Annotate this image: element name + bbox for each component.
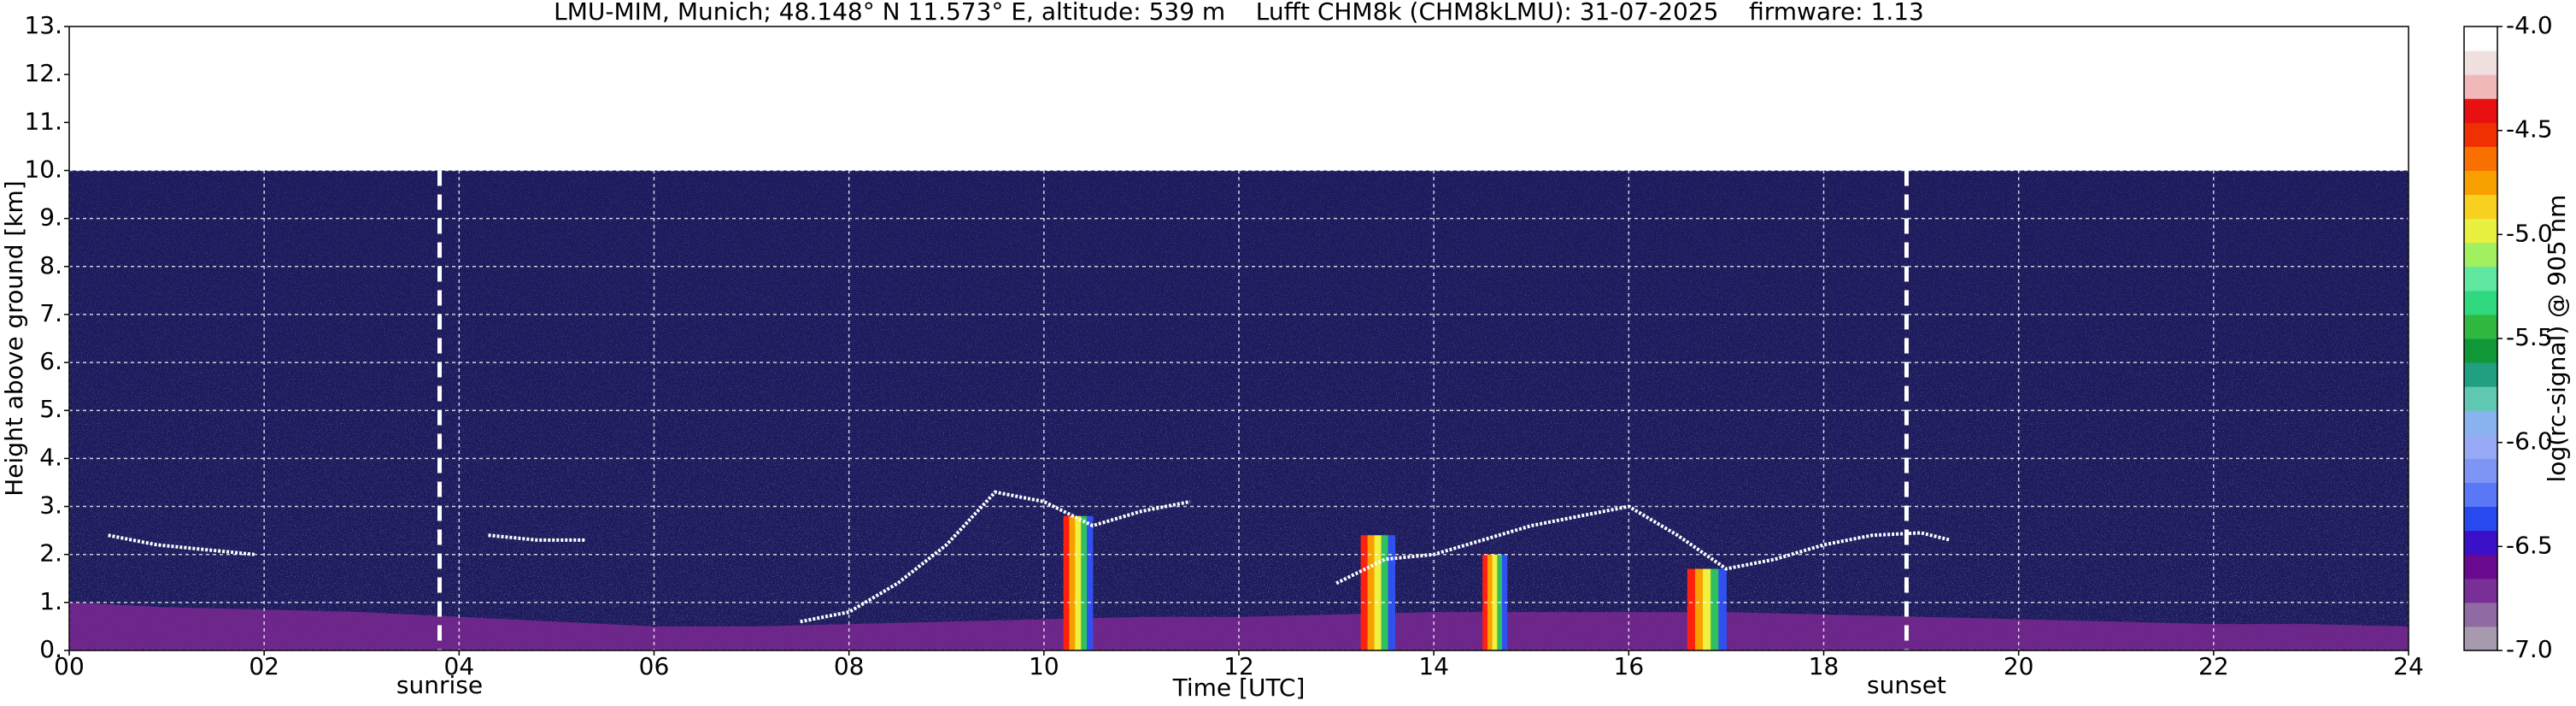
y-tick-label: 5.: [39, 395, 62, 423]
colorbar-band: [2464, 602, 2497, 627]
y-tick-label: 0.: [39, 635, 62, 663]
rain-band: [1381, 535, 1389, 650]
colorbar-band: [2464, 194, 2497, 220]
colorbar-band: [2464, 50, 2497, 75]
marker-label: sunrise: [396, 671, 483, 699]
rain-column: [1360, 535, 1396, 650]
y-tick-label: 7.: [39, 299, 62, 327]
plot-frame: [68, 26, 2409, 651]
y-tick-label: 11.: [24, 107, 62, 135]
rain-band: [1063, 515, 1070, 650]
colorbar-tick-label: -4.0: [2506, 11, 2553, 39]
x-tick-label: 00: [54, 652, 85, 680]
y-tick-label: 13.: [24, 11, 62, 39]
rain-band: [1075, 515, 1082, 650]
colorbar-band: [2464, 218, 2497, 244]
colorbar-label: log(rc-signal) @ 905 nm: [2543, 195, 2571, 483]
colorbar-band: [2464, 530, 2497, 556]
x-tick-label: 16: [1614, 652, 1645, 680]
colorbar-band: [2464, 170, 2497, 196]
x-tick-label: 12: [1223, 652, 1254, 680]
y-tick-label: 4.: [39, 443, 62, 471]
rain-band: [1367, 535, 1376, 650]
y-axis-label: Height above ground [km]: [0, 180, 28, 497]
y-tick-label: 1.: [39, 587, 62, 615]
rain-band: [1069, 515, 1076, 650]
colorbar-tick-label: -7.0: [2506, 635, 2553, 663]
rain-band: [1388, 535, 1396, 650]
colorbar-band: [2464, 386, 2497, 411]
colorbar-band: [2464, 410, 2497, 435]
x-tick-label: 24: [2393, 652, 2424, 680]
x-tick-label: 22: [2198, 652, 2229, 680]
x-tick-label: 10: [1029, 652, 1059, 680]
colorbar-band: [2464, 362, 2497, 387]
x-tick-label: 02: [249, 652, 279, 680]
x-tick-label: 06: [639, 652, 670, 680]
y-tick-label: 3.: [39, 491, 62, 520]
colorbar-band: [2464, 26, 2497, 51]
x-tick-label: 04: [444, 652, 475, 680]
y-tick-label: 6.: [39, 347, 62, 375]
colorbar-band: [2464, 458, 2497, 483]
rain-band: [1710, 568, 1719, 650]
colorbar-tick-label: -4.5: [2506, 115, 2553, 144]
colorbar-band: [2464, 98, 2497, 123]
colorbar-tick-label: -5.0: [2506, 219, 2553, 247]
rain-column: [1687, 568, 1727, 650]
x-tick-label: 18: [1809, 652, 1840, 680]
rain-band: [1703, 568, 1711, 650]
colorbar-band: [2464, 122, 2497, 147]
colorbar-band: [2464, 74, 2497, 99]
rain-band: [1492, 554, 1498, 650]
colorbar-tick-label: -6.0: [2506, 427, 2553, 456]
x-tick-label: 14: [1418, 652, 1449, 680]
rain-band: [1687, 568, 1696, 650]
y-tick-label: 10.: [24, 155, 62, 183]
colorbar-band: [2464, 626, 2497, 651]
colorbar-band: [2464, 434, 2497, 459]
y-tick-label: 8.: [39, 251, 62, 279]
marker-label: sunset: [1867, 671, 1946, 699]
colorbar-band: [2464, 338, 2497, 363]
colorbar-band: [2464, 290, 2497, 315]
rain-band: [1694, 568, 1704, 650]
chart-title: LMU-MIM, Munich; 48.148° N 11.573° E, al…: [554, 0, 1924, 26]
rain-band: [1487, 554, 1493, 650]
colorbar-band: [2464, 242, 2497, 268]
rain-band: [1718, 568, 1727, 650]
rain-band: [1087, 515, 1094, 650]
colorbar-band: [2464, 146, 2497, 171]
colorbar-tick-label: -5.5: [2506, 323, 2553, 351]
colorbar-band: [2464, 482, 2497, 508]
x-tick-label: 20: [2004, 652, 2034, 680]
colorbar-band: [2464, 578, 2497, 603]
rain-band: [1360, 535, 1369, 650]
y-tick-label: 12.: [24, 59, 62, 87]
colorbar-band: [2464, 314, 2497, 339]
y-tick-label: 9.: [39, 203, 62, 232]
x-tick-label: 08: [834, 652, 865, 680]
colorbar-band: [2464, 266, 2497, 291]
y-tick-label: 2.: [39, 539, 62, 568]
rain-band: [1374, 535, 1382, 650]
x-axis-label: Time [UTC]: [1172, 674, 1306, 702]
cloud-base: [108, 490, 1951, 624]
colorbar-band: [2464, 506, 2497, 532]
colorbar-tick-label: -6.5: [2506, 531, 2553, 559]
rain-band: [1081, 515, 1088, 650]
rain-column: [1063, 515, 1094, 650]
colorbar-band: [2464, 554, 2497, 580]
